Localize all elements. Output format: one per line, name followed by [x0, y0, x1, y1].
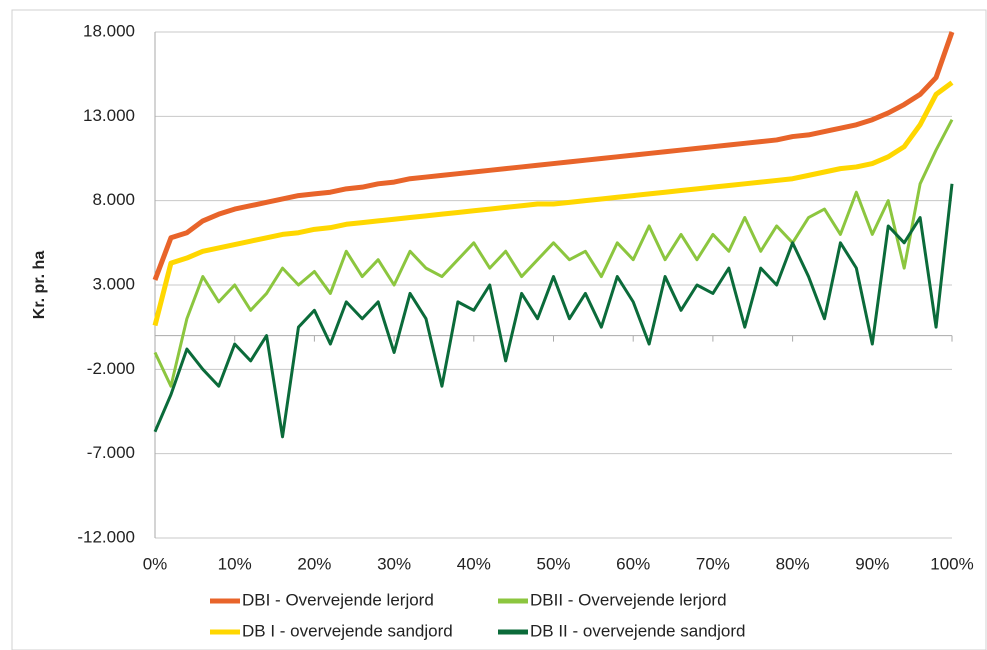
x-tick-label: 40% — [457, 554, 491, 573]
line-series — [152, 31, 955, 281]
y-tick-label: -12.000 — [77, 527, 135, 546]
legend-label: DBII - Overvejende lerjord — [530, 590, 727, 609]
x-tick-label: 30% — [377, 554, 411, 573]
x-tick-label: 20% — [297, 554, 331, 573]
x-tick-label: 80% — [776, 554, 810, 573]
y-tick-label: 3.000 — [92, 274, 135, 293]
legend-label: DB I - overvejende sandjord — [242, 621, 453, 640]
legend-label: DBI - Overvejende lerjord — [242, 590, 434, 609]
line-series — [153, 183, 954, 439]
x-tick-label: 50% — [536, 554, 570, 573]
line-series — [152, 80, 954, 327]
y-tick-label: -2.000 — [87, 359, 135, 378]
chart-border — [11, 9, 987, 650]
x-tick-label: 90% — [855, 554, 889, 573]
x-tick-label: 100% — [930, 554, 973, 573]
x-tick-label: 0% — [143, 554, 168, 573]
y-tick-label: 18.000 — [83, 21, 135, 40]
y-tick-label: -7.000 — [87, 443, 135, 462]
y-tick-label: 8.000 — [92, 190, 135, 209]
x-tick-label: 70% — [696, 554, 730, 573]
legend-label: DB II - overvejende sandjord — [530, 621, 745, 640]
y-axis-label: Kr. pr. ha — [31, 251, 48, 320]
y-tick-label: 13.000 — [83, 106, 135, 125]
line-series — [153, 119, 954, 388]
x-tick-label: 10% — [218, 554, 252, 573]
x-tick-label: 60% — [616, 554, 650, 573]
